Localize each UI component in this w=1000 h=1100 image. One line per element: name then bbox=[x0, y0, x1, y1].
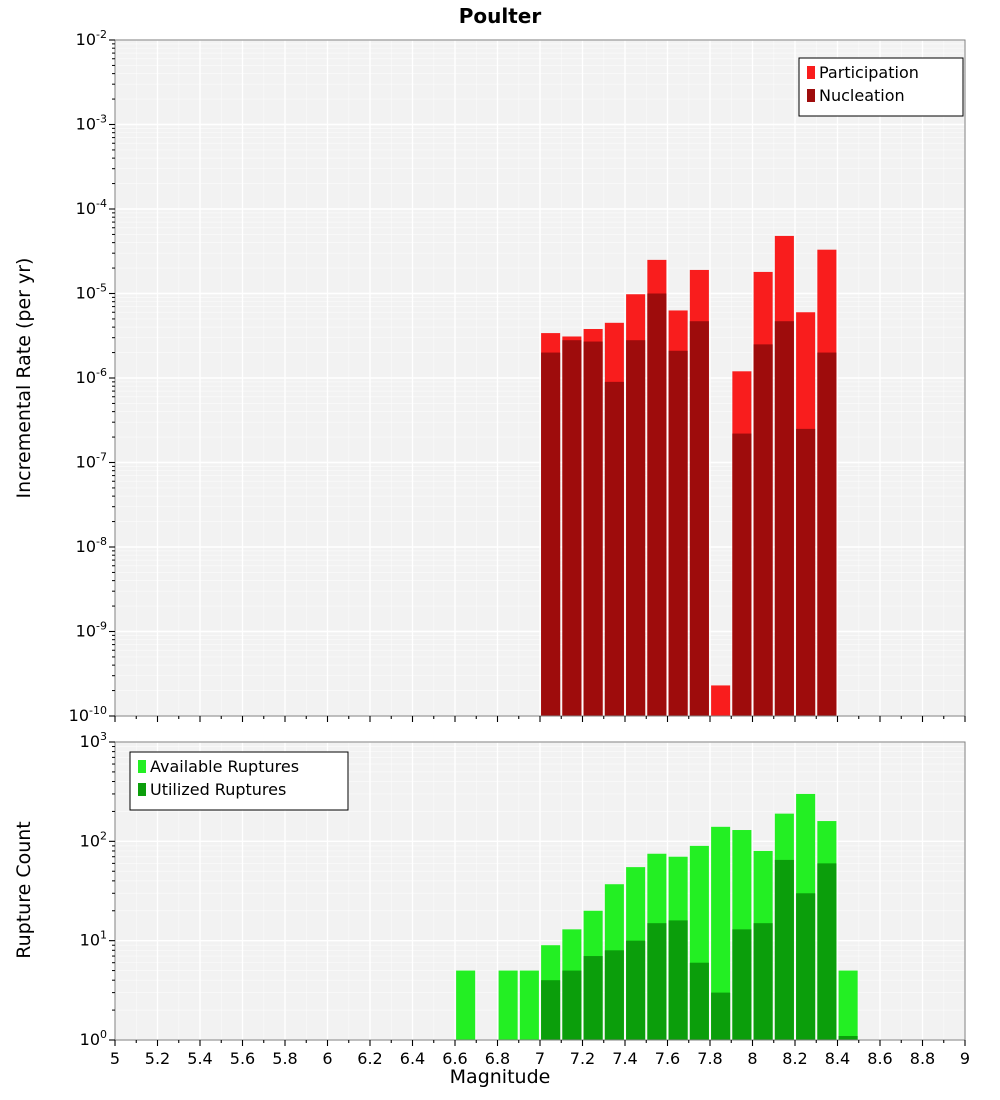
bar-available-ruptures-m8.45 bbox=[838, 970, 858, 1040]
x-tick-label: 8 bbox=[747, 1049, 757, 1068]
y-tick-label: 10-6 bbox=[76, 366, 107, 387]
bar-participation-m7.85 bbox=[711, 685, 731, 716]
bar-utilized-ruptures-m7.05 bbox=[541, 980, 561, 1040]
legend-swatch-icon bbox=[138, 760, 146, 773]
bar-utilized-ruptures-m7.75 bbox=[689, 962, 709, 1040]
bar-available-ruptures-m6.65 bbox=[456, 970, 476, 1040]
bar-utilized-ruptures-m7.45 bbox=[626, 940, 646, 1040]
axis-ticks: 10-10 10-9 10-8 10-7 10-6 10-5 10-4 10-3 10-2 bbox=[69, 28, 966, 725]
x-tick-label: 7 bbox=[535, 1049, 545, 1068]
bar-utilized-ruptures-m7.15 bbox=[562, 970, 582, 1040]
bar-nucleation-m7.05 bbox=[541, 352, 561, 716]
y-tick-label: 10-2 bbox=[76, 28, 107, 49]
y-tick-label: 103 bbox=[80, 730, 107, 751]
y-tick-label: 10-3 bbox=[76, 113, 107, 134]
bar-utilized-ruptures-m8.45 bbox=[838, 1036, 858, 1040]
x-tick-label: 7.2 bbox=[570, 1049, 595, 1068]
x-tick-label: 8.6 bbox=[867, 1049, 892, 1068]
x-tick-label: 7.8 bbox=[697, 1049, 722, 1068]
bar-nucleation-m7.25 bbox=[583, 341, 603, 716]
x-tick-label: 8.2 bbox=[782, 1049, 807, 1068]
bar-nucleation-m8.15 bbox=[774, 321, 794, 716]
y-tick-label: 102 bbox=[80, 829, 107, 850]
legend-box bbox=[798, 57, 964, 117]
bars bbox=[456, 793, 858, 1040]
x-tick-label: 6 bbox=[322, 1049, 332, 1068]
y-tick-label: 10-4 bbox=[76, 197, 107, 218]
bar-nucleation-m7.35 bbox=[604, 381, 624, 716]
bar-utilized-ruptures-m7.35 bbox=[604, 950, 624, 1040]
bar-nucleation-m7.55 bbox=[647, 293, 667, 716]
x-tick-label: 6.8 bbox=[485, 1049, 510, 1068]
bar-utilized-ruptures-m7.85 bbox=[711, 992, 731, 1040]
bar-available-ruptures-m7.85 bbox=[711, 826, 731, 1040]
legend-label: Available Ruptures bbox=[150, 757, 299, 776]
x-tick-label: 5.4 bbox=[187, 1049, 212, 1068]
top-chart: 10-10 10-9 10-8 10-7 10-6 10-5 10-4 10-3 10-2 Par… bbox=[69, 28, 966, 725]
bar-utilized-ruptures-m7.55 bbox=[647, 923, 667, 1040]
legend-item-available-ruptures: Available Ruptures bbox=[138, 757, 299, 776]
y-tick-label: 10-10 bbox=[69, 704, 107, 725]
y-tick-label: 100 bbox=[80, 1028, 107, 1049]
y-tick-label: 10-9 bbox=[76, 620, 107, 641]
x-tick-label: 6.6 bbox=[442, 1049, 467, 1068]
x-tick-label: 9 bbox=[960, 1049, 970, 1068]
bar-utilized-ruptures-m7.95 bbox=[732, 929, 752, 1040]
x-tick-label: 5.2 bbox=[145, 1049, 170, 1068]
chart-title: Poulter bbox=[458, 4, 542, 28]
legend-item-nucleation: Nucleation bbox=[807, 86, 905, 105]
bar-utilized-ruptures-m8.25 bbox=[796, 893, 816, 1040]
bar-nucleation-m7.65 bbox=[668, 350, 688, 716]
bar-available-ruptures-m6.85 bbox=[498, 970, 518, 1040]
x-tick-label: 5.8 bbox=[272, 1049, 297, 1068]
legend-label: Participation bbox=[819, 63, 919, 82]
bar-nucleation-m7.45 bbox=[626, 340, 646, 716]
legend-label: Nucleation bbox=[819, 86, 905, 105]
bar-nucleation-m8.05 bbox=[753, 344, 773, 716]
bottom-chart: 5 5.2 5.4 5.6 5.8 6 6.2 6.4 6.6 6.8 7 7.2 7.4 7.6 7.8 8… bbox=[80, 730, 970, 1068]
y-tick-label: 10-7 bbox=[76, 451, 107, 472]
legend-swatch-icon bbox=[807, 89, 815, 102]
bar-utilized-ruptures-m8.05 bbox=[753, 923, 773, 1040]
x-tick-label: 8.8 bbox=[910, 1049, 935, 1068]
x-tick-label: 5.6 bbox=[230, 1049, 255, 1068]
legend-swatch-icon bbox=[138, 783, 146, 796]
legend-item-utilized-ruptures: Utilized Ruptures bbox=[138, 780, 286, 799]
bar-nucleation-m8.25 bbox=[796, 428, 816, 716]
y-tick-label: 10-5 bbox=[76, 282, 107, 303]
x-tick-label: 7.6 bbox=[655, 1049, 680, 1068]
grid bbox=[114, 39, 966, 717]
legend-box bbox=[129, 751, 349, 811]
bar-utilized-ruptures-m8.15 bbox=[774, 859, 794, 1040]
bar-utilized-ruptures-m7.25 bbox=[583, 956, 603, 1040]
x-tick-label: 6.2 bbox=[357, 1049, 382, 1068]
x-tick-label: 8.4 bbox=[825, 1049, 850, 1068]
legend: Participation Nucleation bbox=[798, 57, 964, 117]
legend: Available Ruptures Utilized Ruptures bbox=[129, 751, 349, 811]
y-tick-label: 10-8 bbox=[76, 535, 107, 556]
bar-available-ruptures-m6.95 bbox=[519, 970, 539, 1040]
bars bbox=[541, 235, 837, 716]
legend-label: Utilized Ruptures bbox=[150, 780, 286, 799]
bar-utilized-ruptures-m8.35 bbox=[817, 863, 837, 1040]
x-axis-label: Magnitude bbox=[449, 1066, 551, 1088]
bar-nucleation-m7.75 bbox=[689, 321, 709, 716]
axis-ticks: 5 5.2 5.4 5.6 5.8 6 6.2 6.4 6.6 6.8 7 7.2 7.4 7.6 7.8 8… bbox=[80, 730, 970, 1068]
legend-swatch-icon bbox=[807, 66, 815, 79]
x-tick-label: 7.4 bbox=[612, 1049, 637, 1068]
y-tick-label: 101 bbox=[80, 929, 107, 950]
x-tick-label: 5 bbox=[110, 1049, 120, 1068]
bar-utilized-ruptures-m7.65 bbox=[668, 920, 688, 1040]
x-tick-label: 6.4 bbox=[400, 1049, 425, 1068]
legend-item-participation: Participation bbox=[807, 63, 919, 82]
bar-nucleation-m7.95 bbox=[732, 433, 752, 716]
bar-nucleation-m7.15 bbox=[562, 340, 582, 716]
bar-nucleation-m8.35 bbox=[817, 352, 837, 716]
